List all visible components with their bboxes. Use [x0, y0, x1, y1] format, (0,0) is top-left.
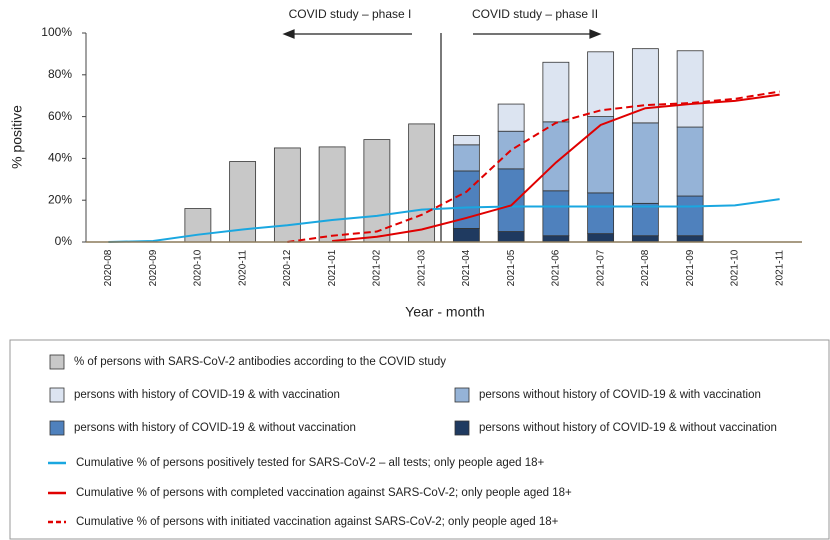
- y-tick-label: 20%: [48, 192, 72, 206]
- annotation: COVID study – phase I: [289, 7, 412, 21]
- bar-segment: [676, 126, 704, 197]
- x-tick-label: 2021-03: [416, 249, 427, 286]
- bar-segment: [452, 144, 480, 172]
- bar-segment: [676, 195, 704, 237]
- arrows: [282, 29, 602, 242]
- legend-swatch: [454, 387, 470, 403]
- line-series: [287, 90, 780, 243]
- bar-segment: [676, 50, 704, 128]
- y-axis-label: % positive: [9, 105, 25, 169]
- bar-segment: [273, 147, 301, 243]
- y-tick-label: 100%: [41, 25, 72, 39]
- legend-swatch: [49, 387, 65, 403]
- bar-segment: [542, 235, 570, 243]
- bar-segment: [587, 116, 615, 194]
- bar-segment: [497, 130, 525, 170]
- x-tick-label: 2020-08: [103, 249, 114, 286]
- x-tick-label: 2021-04: [461, 249, 472, 286]
- bar-segment: [542, 61, 570, 123]
- x-tick-label: 2021-09: [685, 249, 696, 286]
- x-tick-label: 2021-08: [640, 249, 651, 286]
- x-tick-label: 2021-01: [327, 249, 338, 286]
- bar-segment: [631, 235, 659, 243]
- legend-label: Cumulative % of persons with completed v…: [76, 487, 572, 499]
- y-tick-label: 80%: [48, 67, 72, 81]
- legend-label: Cumulative % of persons with initiated v…: [76, 516, 559, 528]
- bar-segment: [497, 168, 525, 232]
- legend-label: persons with history of COVID-19 & with …: [74, 389, 340, 401]
- legend-swatch: [454, 420, 470, 436]
- bar-segment: [631, 122, 659, 204]
- bar-segment: [631, 48, 659, 124]
- x-tick-label: 2020-09: [148, 249, 159, 286]
- annotation: COVID study – phase II: [472, 7, 598, 21]
- legend-label: % of persons with SARS-CoV-2 antibodies …: [74, 356, 446, 368]
- x-tick-label: 2021-11: [774, 250, 785, 286]
- legend-swatch: [49, 354, 65, 370]
- legend-label: persons with history of COVID-19 & witho…: [74, 422, 356, 434]
- x-tick-label: 2021-07: [595, 249, 606, 286]
- bar-segment: [587, 51, 615, 118]
- y-tick-label: 60%: [48, 109, 72, 123]
- bar-segment: [542, 190, 570, 237]
- bar-segment: [452, 228, 480, 243]
- legend-swatch: [49, 420, 65, 436]
- bar-segment: [363, 139, 391, 243]
- x-tick-label: 2020-12: [282, 249, 293, 286]
- line-series: [108, 198, 780, 243]
- x-tick-label: 2021-06: [551, 249, 562, 286]
- y-tick-label: 40%: [48, 151, 72, 165]
- bar-segment: [631, 202, 659, 237]
- bar-segment: [408, 123, 436, 243]
- bar-segment: [676, 235, 704, 243]
- legend-label: persons without history of COVID-19 & wi…: [479, 422, 777, 434]
- y-tick-label: 0%: [55, 234, 73, 248]
- bar-segment: [184, 208, 212, 243]
- bar-segment: [587, 192, 615, 235]
- bar-segment: [497, 231, 525, 243]
- bar-segment: [318, 146, 346, 243]
- x-tick-label: 2021-02: [372, 249, 383, 286]
- line-series: [332, 93, 780, 242]
- x-tick-label: 2021-05: [506, 249, 517, 286]
- legend-label: Cumulative % of persons positively teste…: [76, 457, 545, 469]
- bar-segment: [587, 233, 615, 243]
- x-tick-label: 2020-10: [193, 249, 204, 286]
- x-tick-label: 2021-10: [730, 249, 741, 286]
- x-axis-label: Year - month: [405, 304, 485, 320]
- legend-box: [9, 339, 830, 540]
- bar-segment: [452, 135, 480, 146]
- bar-segment: [542, 121, 570, 192]
- bar-segment: [497, 103, 525, 132]
- legend-label: persons without history of COVID-19 & wi…: [479, 389, 761, 401]
- x-tick-label: 2020-11: [237, 250, 248, 286]
